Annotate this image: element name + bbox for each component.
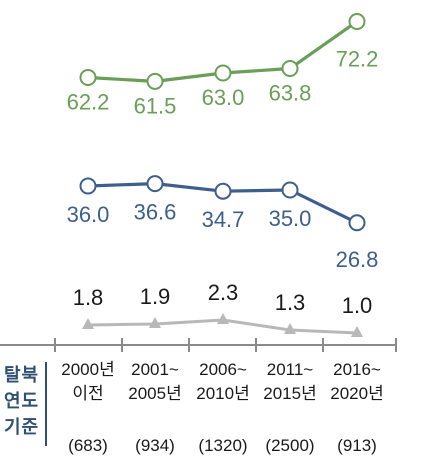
series-1-label-1: 36.6 (134, 200, 177, 225)
series-1-label-3: 35.0 (269, 206, 312, 231)
series-0-label-0: 62.2 (67, 89, 110, 114)
series-2-label-1: 1.9 (140, 284, 171, 309)
series-0-label-4: 72.2 (336, 46, 379, 71)
x-tick-label-1-line-2: 2005년 (128, 384, 181, 403)
series-2-label-3: 1.3 (275, 290, 306, 315)
x-tick-label-2-line-1: 2006~ (199, 360, 247, 379)
series-1-point-3 (281, 181, 299, 199)
count-label-2: (1320) (198, 436, 247, 455)
x-tick-label-4-line-2: 2020년 (330, 384, 383, 403)
series-0-point-2 (214, 64, 232, 82)
x-tick-label-4-line-1: 2016~ (333, 360, 381, 379)
series-2-point-1 (149, 317, 161, 328)
series-2-label-2: 2.3 (208, 280, 239, 305)
series-2-point-0 (82, 318, 94, 329)
axis-label-line-1: 탈북 (4, 365, 40, 385)
x-tick-label-3-line-2: 2015년 (263, 384, 316, 403)
series-1-point-4 (348, 214, 366, 232)
count-label-0: (683) (68, 436, 108, 455)
series-2-label-4: 1.0 (342, 293, 373, 318)
series-0-point-0 (79, 68, 97, 86)
x-tick-label-3-line-1: 2011~ (267, 360, 314, 379)
count-label-4: (913) (337, 436, 377, 455)
series-1-label-4: 26.8 (336, 247, 379, 272)
series-2-point-3 (284, 323, 296, 334)
series-0-label-2: 63.0 (202, 85, 245, 110)
axis-label-line-2: 연도 (4, 391, 40, 411)
count-label-1: (934) (135, 436, 175, 455)
series-1-label-2: 34.7 (202, 207, 245, 232)
series-1-label-0: 36.0 (67, 202, 110, 227)
series-0-point-4 (348, 12, 366, 30)
axis-side-label: 탈북 연도 기준 (0, 360, 42, 442)
axis-label-line-3: 기준 (4, 417, 40, 437)
series-2-point-2 (217, 313, 229, 324)
x-tick-label-1-line-1: 2001~ (131, 360, 179, 379)
axis-side-bar (45, 362, 47, 446)
series-0-point-1 (146, 72, 164, 90)
series-0-point-3 (281, 60, 299, 78)
series-0-label-3: 63.8 (269, 81, 312, 106)
series-2-point-4 (351, 326, 363, 337)
series-0-label-1: 61.5 (134, 93, 177, 118)
series-1-point-1 (146, 175, 164, 193)
x-tick-label-0-line-2: 이전 (72, 384, 103, 403)
series-1-point-2 (214, 182, 232, 200)
series-1-point-0 (79, 177, 97, 195)
x-tick-label-2-line-2: 2010년 (196, 384, 249, 403)
count-label-3: (2500) (265, 436, 314, 455)
x-tick-label-0-line-1: 2000년 (61, 360, 114, 379)
series-2-label-0: 1.8 (73, 285, 104, 310)
